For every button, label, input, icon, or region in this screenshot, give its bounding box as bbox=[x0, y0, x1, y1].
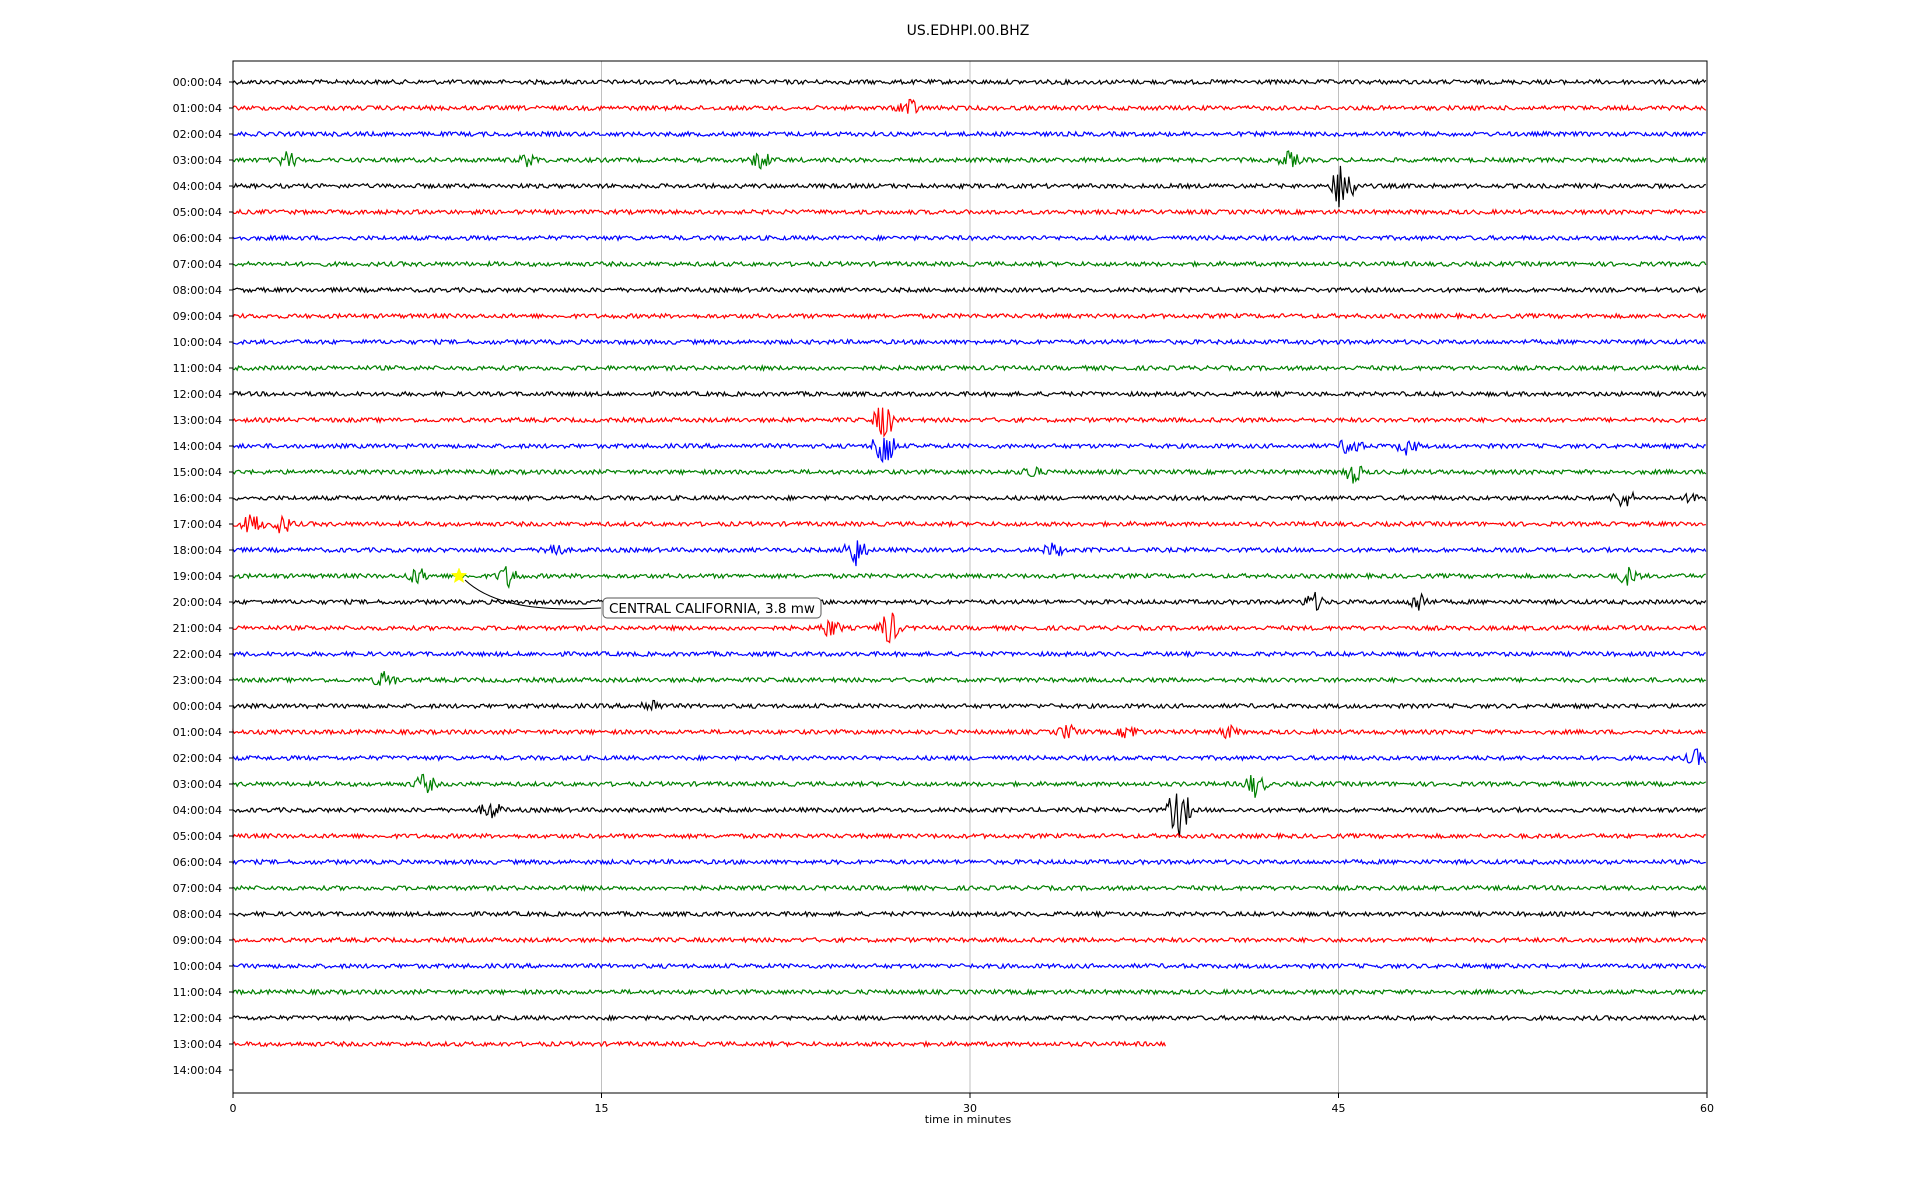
trace-line bbox=[232, 723, 1706, 740]
row-label: 00:00:04 bbox=[173, 700, 222, 713]
row-label: 04:00:04 bbox=[173, 804, 222, 817]
row-label: 13:00:04 bbox=[173, 1038, 222, 1051]
trace-line bbox=[232, 407, 1707, 438]
x-tick-label: 15 bbox=[595, 1102, 609, 1115]
row-label: 01:00:04 bbox=[173, 726, 222, 739]
row-label: 09:00:04 bbox=[173, 934, 222, 947]
row-label: 14:00:04 bbox=[173, 1064, 222, 1077]
trace-line bbox=[232, 465, 1707, 484]
row-label: 05:00:04 bbox=[173, 830, 222, 843]
trace-line bbox=[232, 78, 1707, 86]
trace-line bbox=[232, 98, 1707, 115]
trace-line bbox=[232, 311, 1707, 321]
trace-line bbox=[232, 988, 1707, 996]
trace-line bbox=[232, 540, 1707, 567]
row-label: 11:00:04 bbox=[173, 986, 222, 999]
plot-frame bbox=[232, 60, 1708, 1094]
trace-line bbox=[232, 514, 1706, 534]
row-label: 14:00:04 bbox=[173, 440, 222, 453]
row-label: 06:00:04 bbox=[173, 856, 222, 869]
row-label: 01:00:04 bbox=[173, 102, 222, 115]
traces bbox=[232, 78, 1707, 1048]
trace-line bbox=[232, 793, 1707, 838]
trace-line bbox=[232, 208, 1706, 216]
trace-line bbox=[232, 671, 1707, 686]
trace-line bbox=[232, 831, 1706, 841]
row-label: 03:00:04 bbox=[173, 778, 222, 791]
event-annotation: CENTRAL CALIFORNIA, 3.8 mw bbox=[450, 567, 822, 619]
trace-line bbox=[232, 650, 1706, 659]
trace-line bbox=[232, 962, 1707, 970]
row-label: 12:00:04 bbox=[173, 388, 222, 401]
row-labels: 00:00:04 01:00:04 02:00:04 03:00:04 04:00:04… bbox=[173, 76, 233, 1077]
row-label: 02:00:04 bbox=[173, 128, 222, 141]
row-label: 10:00:04 bbox=[173, 336, 222, 349]
trace-line bbox=[232, 260, 1707, 268]
trace-line bbox=[232, 1040, 1166, 1048]
trace-line bbox=[232, 1014, 1706, 1022]
row-label: 12:00:04 bbox=[173, 1012, 222, 1025]
row-label: 21:00:04 bbox=[173, 622, 222, 635]
row-label: 02:00:04 bbox=[173, 752, 222, 765]
trace-line bbox=[232, 490, 1707, 508]
row-label: 16:00:04 bbox=[173, 492, 222, 505]
trace-line bbox=[232, 748, 1707, 765]
trace-line bbox=[232, 591, 1707, 611]
grid-lines bbox=[601, 61, 1339, 1093]
trace-line bbox=[232, 773, 1707, 798]
trace-line bbox=[232, 285, 1706, 294]
trace-line bbox=[232, 338, 1706, 346]
row-label: 19:00:04 bbox=[173, 570, 222, 583]
trace-line bbox=[232, 858, 1706, 866]
row-label: 18:00:04 bbox=[173, 544, 222, 557]
annotation-box bbox=[602, 597, 822, 619]
row-label: 07:00:04 bbox=[173, 258, 222, 271]
trace-line bbox=[232, 936, 1707, 944]
row-label: 10:00:04 bbox=[173, 960, 222, 973]
row-label: 08:00:04 bbox=[173, 908, 222, 921]
row-label: 11:00:04 bbox=[173, 362, 222, 375]
trace-line bbox=[232, 437, 1706, 464]
annotation-arrow bbox=[464, 579, 602, 610]
trace-line bbox=[232, 884, 1707, 893]
row-label: 20:00:04 bbox=[173, 596, 222, 609]
trace-line bbox=[232, 390, 1707, 399]
row-label: 22:00:04 bbox=[173, 648, 222, 661]
x-axis-ticks: 0 15 30 45 60 bbox=[230, 1093, 1714, 1115]
row-label: 08:00:04 bbox=[173, 284, 222, 297]
x-tick-label: 30 bbox=[963, 1102, 977, 1115]
trace-line bbox=[232, 165, 1706, 208]
row-label: 06:00:04 bbox=[173, 232, 222, 245]
x-axis-label: time in minutes bbox=[925, 1113, 1012, 1126]
row-label: 15:00:04 bbox=[173, 466, 222, 479]
trace-line bbox=[232, 150, 1707, 170]
trace-line bbox=[232, 612, 1707, 644]
row-label: 07:00:04 bbox=[173, 882, 222, 895]
trace-line bbox=[232, 566, 1706, 590]
row-label: 00:00:04 bbox=[173, 76, 222, 89]
row-label: 09:00:04 bbox=[173, 310, 222, 323]
trace-line bbox=[232, 364, 1706, 373]
row-label: 23:00:04 bbox=[173, 674, 222, 687]
annotation-label: CENTRAL CALIFORNIA, 3.8 mw bbox=[609, 601, 815, 617]
row-label: 17:00:04 bbox=[173, 518, 222, 531]
row-label: 13:00:04 bbox=[173, 414, 222, 427]
row-label: 05:00:04 bbox=[173, 206, 222, 219]
row-label: 04:00:04 bbox=[173, 180, 222, 193]
trace-line bbox=[232, 910, 1706, 919]
row-label: 03:00:04 bbox=[173, 154, 222, 167]
chart-title: US.EDHPI.00.BHZ bbox=[907, 23, 1030, 39]
trace-line bbox=[232, 234, 1707, 242]
x-tick-label: 60 bbox=[1700, 1102, 1714, 1115]
trace-line bbox=[232, 130, 1706, 138]
x-tick-label: 0 bbox=[230, 1102, 237, 1115]
event-star-icon bbox=[450, 567, 468, 584]
x-tick-label: 45 bbox=[1332, 1102, 1346, 1115]
trace-line bbox=[232, 699, 1707, 712]
